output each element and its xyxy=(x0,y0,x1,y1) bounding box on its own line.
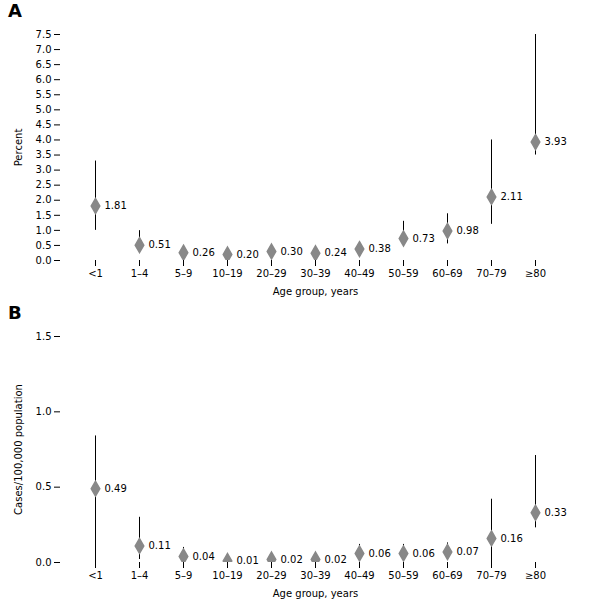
svg-text:0.0: 0.0 xyxy=(36,557,52,568)
svg-text:<1: <1 xyxy=(88,570,103,581)
svg-text:0.02: 0.02 xyxy=(281,554,303,565)
svg-text:6.5: 6.5 xyxy=(36,59,52,70)
svg-text:2.11: 2.11 xyxy=(501,191,523,202)
svg-text:<1: <1 xyxy=(88,268,103,279)
svg-text:2.5: 2.5 xyxy=(36,179,52,190)
svg-text:70–79: 70–79 xyxy=(476,268,506,279)
svg-text:1.5: 1.5 xyxy=(36,331,52,342)
svg-text:20–29: 20–29 xyxy=(256,268,286,279)
svg-text:0.73: 0.73 xyxy=(413,233,435,244)
svg-text:1.81: 1.81 xyxy=(105,200,127,211)
svg-text:1–4: 1–4 xyxy=(131,268,149,279)
svg-text:0.0: 0.0 xyxy=(36,255,52,266)
svg-text:30–39: 30–39 xyxy=(300,268,330,279)
svg-text:0.49: 0.49 xyxy=(105,483,127,494)
svg-text:40–49: 40–49 xyxy=(344,570,374,581)
svg-text:0.33: 0.33 xyxy=(545,507,567,518)
svg-text:0.38: 0.38 xyxy=(369,243,391,254)
svg-text:0.04: 0.04 xyxy=(193,551,215,562)
svg-text:0.20: 0.20 xyxy=(237,249,259,260)
svg-text:50–59: 50–59 xyxy=(388,570,418,581)
svg-text:0.01: 0.01 xyxy=(237,555,259,566)
svg-text:0.02: 0.02 xyxy=(325,554,347,565)
svg-text:2.0: 2.0 xyxy=(36,194,52,205)
svg-text:0.26: 0.26 xyxy=(193,247,215,258)
svg-text:0.24: 0.24 xyxy=(325,247,347,258)
svg-text:7.0: 7.0 xyxy=(36,44,52,55)
svg-text:3.0: 3.0 xyxy=(36,164,52,175)
svg-text:Cases/100,000 population: Cases/100,000 population xyxy=(13,384,24,515)
svg-text:0.11: 0.11 xyxy=(149,540,171,551)
svg-text:0.16: 0.16 xyxy=(501,533,523,544)
svg-text:30–39: 30–39 xyxy=(300,570,330,581)
svg-text:70–79: 70–79 xyxy=(476,570,506,581)
svg-text:6.0: 6.0 xyxy=(36,74,52,85)
svg-text:4.5: 4.5 xyxy=(36,119,52,130)
svg-text:0.07: 0.07 xyxy=(457,546,479,557)
svg-text:0.5: 0.5 xyxy=(36,481,52,492)
svg-text:1.0: 1.0 xyxy=(36,406,52,417)
svg-text:5.0: 5.0 xyxy=(36,104,52,115)
svg-text:Age group, years: Age group, years xyxy=(273,588,358,599)
svg-text:0.51: 0.51 xyxy=(149,239,171,250)
svg-text:5.5: 5.5 xyxy=(36,89,52,100)
svg-text:0.06: 0.06 xyxy=(369,548,391,559)
svg-text:0.30: 0.30 xyxy=(281,246,303,257)
svg-text:Percent: Percent xyxy=(13,129,24,167)
html-text:A: A xyxy=(8,0,22,21)
svg-text:Age group, years: Age group, years xyxy=(273,286,358,297)
svg-text:50–59: 50–59 xyxy=(388,268,418,279)
svg-text:10–19: 10–19 xyxy=(212,268,242,279)
svg-text:60–69: 60–69 xyxy=(432,268,462,279)
svg-text:4.0: 4.0 xyxy=(36,134,52,145)
svg-text:1.5: 1.5 xyxy=(36,210,52,221)
svg-text:7.5: 7.5 xyxy=(36,29,52,40)
svg-text:≥80: ≥80 xyxy=(525,570,546,581)
html-text:B: B xyxy=(8,302,22,323)
svg-text:40–49: 40–49 xyxy=(344,268,374,279)
svg-text:60–69: 60–69 xyxy=(432,570,462,581)
svg-text:5–9: 5–9 xyxy=(175,570,193,581)
svg-text:3.5: 3.5 xyxy=(36,149,52,160)
svg-text:1.0: 1.0 xyxy=(36,225,52,236)
svg-text:0.98: 0.98 xyxy=(457,225,479,236)
svg-text:≥80: ≥80 xyxy=(525,268,546,279)
svg-text:0.06: 0.06 xyxy=(413,548,435,559)
svg-text:5–9: 5–9 xyxy=(175,268,193,279)
svg-text:20–29: 20–29 xyxy=(256,570,286,581)
svg-text:1–4: 1–4 xyxy=(131,570,149,581)
svg-text:0.5: 0.5 xyxy=(36,240,52,251)
svg-text:10–19: 10–19 xyxy=(212,570,242,581)
svg-text:3.93: 3.93 xyxy=(545,136,567,147)
